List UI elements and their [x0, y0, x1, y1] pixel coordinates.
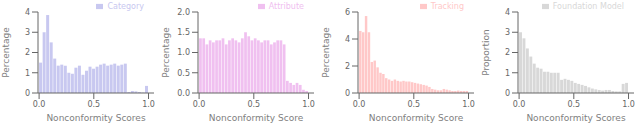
svg-text:Percentage: Percentage [321, 27, 331, 78]
svg-text:2: 2 [345, 62, 350, 71]
svg-text:4: 4 [25, 8, 30, 17]
svg-text:1.0: 1.0 [142, 100, 155, 109]
svg-text:2.0: 2.0 [177, 8, 190, 17]
svg-text:Nonconformity Score: Nonconformity Score [369, 113, 464, 123]
svg-text:0.0: 0.0 [177, 89, 190, 98]
svg-text:0: 0 [505, 89, 510, 98]
svg-text:0.5: 0.5 [407, 100, 420, 109]
html-text:Foundation Model: Foundation Model [552, 2, 624, 11]
svg-text:1: 1 [25, 69, 30, 78]
svg-text:1.5: 1.5 [177, 28, 190, 37]
svg-text:4: 4 [505, 8, 510, 17]
svg-text:0.5: 0.5 [567, 100, 580, 109]
svg-text:0.0: 0.0 [513, 100, 526, 109]
svg-text:1.0: 1.0 [622, 100, 635, 109]
svg-text:3: 3 [505, 28, 510, 37]
svg-text:1.0: 1.0 [302, 100, 315, 109]
svg-text:1: 1 [505, 69, 510, 78]
svg-text:4: 4 [345, 35, 350, 44]
svg-text:2: 2 [25, 48, 30, 57]
svg-text:0.5: 0.5 [87, 100, 100, 109]
svg-text:Nonconformity Score: Nonconformity Score [209, 113, 304, 123]
svg-text:1.0: 1.0 [177, 48, 190, 57]
svg-text:0.0: 0.0 [193, 100, 206, 109]
svg-text:2: 2 [505, 48, 510, 57]
svg-text:Nonconformity Scores: Nonconformity Scores [526, 113, 626, 123]
svg-text:Nonconformity Scores: Nonconformity Scores [46, 113, 146, 123]
svg-text:Percentage: Percentage [1, 27, 11, 78]
svg-text:0.5: 0.5 [247, 100, 260, 109]
html-text:Tracking: Tracking [430, 2, 464, 11]
svg-text:1.0: 1.0 [462, 100, 475, 109]
svg-text:0.0: 0.0 [33, 100, 46, 109]
svg-text:3: 3 [25, 28, 30, 37]
svg-text:0.0: 0.0 [353, 100, 366, 109]
svg-text:Proportion: Proportion [481, 29, 491, 75]
svg-text:6: 6 [345, 8, 350, 17]
svg-text:0: 0 [345, 89, 350, 98]
html-text:Category: Category [107, 2, 144, 11]
svg-text:0.5: 0.5 [177, 69, 190, 78]
svg-text:Percentage: Percentage [161, 27, 171, 78]
html-text:Attribute: Attribute [268, 2, 304, 11]
svg-text:0: 0 [25, 89, 30, 98]
